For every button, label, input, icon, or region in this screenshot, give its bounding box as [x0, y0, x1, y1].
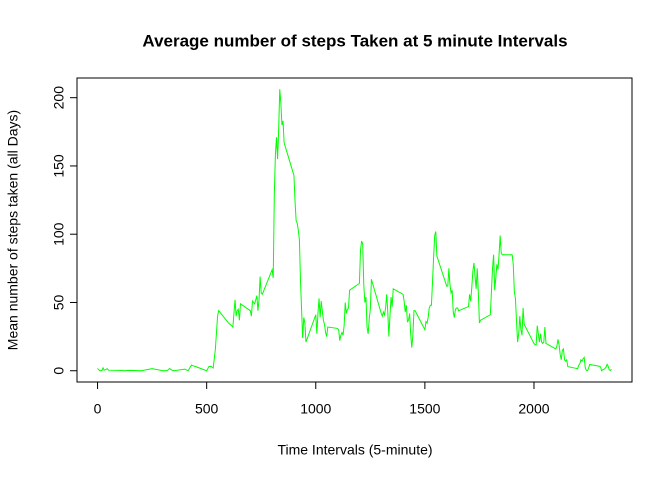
x-tick-label: 500 [195, 401, 219, 417]
x-tick-label: 0 [94, 401, 102, 417]
x-tick-label: 1500 [409, 401, 440, 417]
x-axis-label: Time Intervals (5-minute) [277, 442, 432, 458]
y-tick-label: 0 [51, 367, 67, 375]
data-line [97, 89, 612, 372]
y-tick-label: 100 [51, 222, 67, 246]
x-tick-label: 1000 [300, 401, 331, 417]
y-axis-label: Mean number of steps taken (all Days) [5, 110, 21, 350]
y-tick-label: 50 [51, 294, 67, 310]
x-tick-label: 2000 [518, 401, 549, 417]
chart-title: Average number of steps Taken at 5 minut… [142, 31, 567, 50]
y-tick-label: 150 [51, 154, 67, 178]
y-tick-label: 200 [51, 86, 67, 110]
